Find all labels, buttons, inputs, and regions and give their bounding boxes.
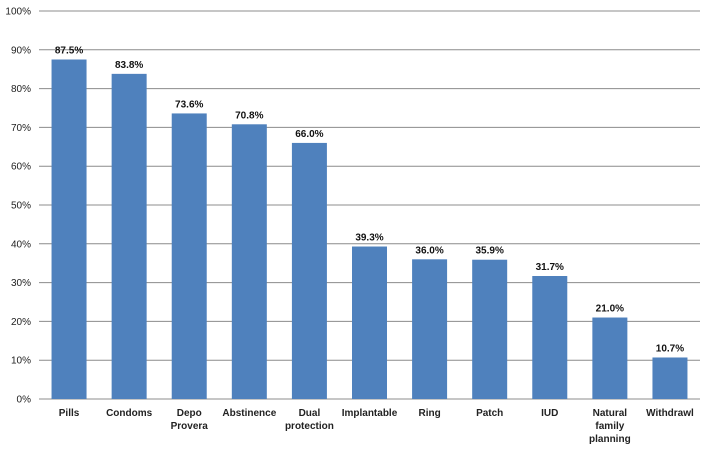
x-tick-label: Ring [418, 408, 440, 419]
data-labels: 87.5% 83.8% 73.6% 70.8% 66.0% 39.3% 36.0% 35.9%… [55, 46, 684, 355]
x-tick-label-line: IUD [541, 408, 558, 419]
x-tick-label-line: Dual [299, 408, 321, 419]
x-tick-label-line: Abstinence [222, 408, 276, 419]
y-tick-label: 90% [11, 45, 31, 56]
y-tick-label: 20% [11, 317, 31, 328]
bar [652, 357, 688, 399]
gridlines [39, 10, 700, 400]
x-tick-label-line: family [595, 421, 624, 432]
data-label: 83.8% [115, 60, 143, 71]
bar [291, 142, 327, 400]
x-tick-label: IUD [541, 408, 558, 419]
data-label: 21.0% [596, 304, 624, 315]
x-tick-label: Pills [59, 408, 80, 419]
y-tick-label: 50% [11, 201, 31, 212]
y-tick-label: 80% [11, 84, 31, 95]
x-tick-label-line: protection [285, 421, 334, 432]
x-tick-label-line: Condoms [106, 408, 153, 419]
bar [472, 259, 508, 399]
bar [532, 276, 568, 399]
y-axis-ticks: 0% 10% 20% 30% 40% 50% 60% 70% 80% 90% 100% [5, 7, 31, 406]
x-tick-label-line: Natural [593, 408, 628, 419]
bar [111, 73, 147, 399]
y-tick-label: 100% [5, 7, 31, 18]
data-label: 87.5% [55, 46, 83, 57]
x-tick-label-line: Provera [171, 421, 209, 432]
x-tick-label-line: Patch [476, 408, 503, 419]
bars [51, 59, 688, 400]
data-label: 39.3% [355, 233, 383, 244]
x-tick-label-line: Pills [59, 408, 80, 419]
y-tick-label: 0% [17, 395, 32, 406]
data-label: 31.7% [536, 262, 564, 273]
data-label: 66.0% [295, 129, 323, 140]
x-tick-label-line: planning [589, 434, 631, 445]
x-tick-label-line: Depo [177, 408, 202, 419]
bar [171, 113, 207, 399]
x-tick-label: Abstinence [222, 408, 276, 419]
x-axis-ticks: Pills Condoms Depo Provera Abstinence Dual pro… [59, 408, 694, 445]
x-tick-label: Depo Provera [171, 408, 209, 432]
x-tick-label: Dual protection [285, 408, 334, 432]
x-tick-label: Patch [476, 408, 503, 419]
y-tick-label: 10% [11, 356, 31, 367]
x-tick-label: Natural family planning [589, 408, 631, 445]
y-tick-label: 30% [11, 278, 31, 289]
y-tick-label: 70% [11, 123, 31, 134]
y-tick-label: 60% [11, 162, 31, 173]
x-tick-label: Withdrawl [646, 408, 694, 419]
bar [51, 59, 87, 399]
bar [352, 246, 387, 399]
data-label: 35.9% [476, 246, 504, 257]
y-tick-label: 40% [11, 239, 31, 250]
x-tick-label: Condoms [106, 408, 153, 419]
data-label: 70.8% [235, 110, 263, 121]
data-label: 73.6% [175, 99, 203, 110]
data-label: 10.7% [656, 343, 684, 354]
x-tick-label-line: Implantable [342, 408, 398, 419]
x-tick-label-line: Ring [418, 408, 440, 419]
data-label: 36.0% [415, 245, 443, 256]
bar [412, 259, 448, 399]
bar [231, 124, 267, 400]
bar [592, 317, 628, 399]
x-tick-label: Implantable [342, 408, 398, 419]
x-tick-label-line: Withdrawl [646, 408, 694, 419]
